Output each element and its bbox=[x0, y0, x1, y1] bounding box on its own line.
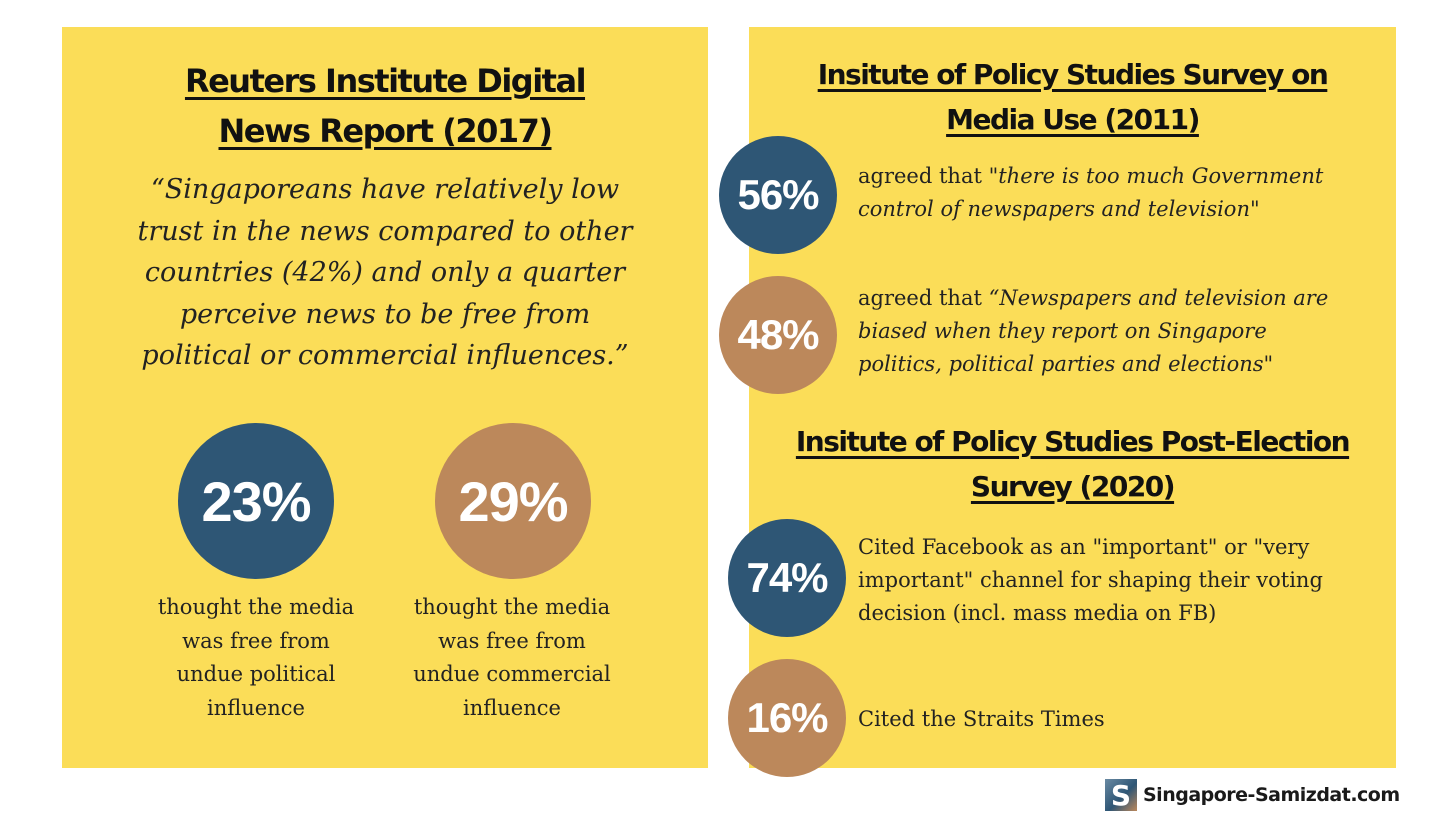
stat-value: 29% bbox=[458, 469, 568, 533]
stat-text-govt-control: agreed that "there is too much Governmen… bbox=[858, 160, 1388, 226]
stat-circle-facebook: 74% bbox=[728, 519, 846, 637]
stat-quote: biased when they report on Singapore bbox=[858, 319, 1267, 343]
stat-quote: "there is too much Government bbox=[988, 164, 1324, 188]
stat-text-line: important" channel for shaping their vot… bbox=[858, 568, 1323, 592]
stat-caption-political: thought the media was free from undue po… bbox=[136, 591, 376, 725]
brand-logo-letter: S bbox=[1110, 778, 1132, 812]
stat-value: 16% bbox=[746, 694, 828, 741]
stat-value: 48% bbox=[737, 311, 819, 358]
reuters-panel bbox=[62, 27, 708, 768]
brand[interactable]: S Singapore-Samizdat.com bbox=[1105, 778, 1400, 812]
stat-text-line: Cited Facebook as an "important" or "ver… bbox=[858, 535, 1310, 559]
caption-line: was free from bbox=[438, 628, 586, 653]
caption-line: influence bbox=[463, 695, 561, 720]
ips-media-title-line1: Insitute of Policy Studies Survey on bbox=[817, 58, 1329, 91]
ips-panel bbox=[749, 27, 1396, 768]
stat-quote: politics, political parties and election… bbox=[858, 352, 1274, 376]
stat-lead: agreed that bbox=[858, 286, 989, 310]
stat-text-biased: agreed that “Newspapers and television a… bbox=[858, 282, 1388, 381]
stat-text-straits-times: Cited the Straits Times bbox=[858, 703, 1388, 736]
ips-media-use-title: Insitute of Policy Studies Survey on Med… bbox=[749, 52, 1396, 142]
ips-post-election-title: Insitute of Policy Studies Post-Election… bbox=[749, 419, 1396, 509]
brand-name: Singapore-Samizdat.com bbox=[1143, 784, 1400, 806]
quote-line: trust in the news compared to other bbox=[137, 215, 633, 247]
ips-election-title-line1: Insitute of Policy Studies Post-Election bbox=[795, 425, 1351, 458]
stat-quote: “Newspapers and television are bbox=[988, 286, 1329, 310]
reuters-quote: “Singaporeans have relatively low trust … bbox=[62, 169, 708, 377]
stat-text-line: decision (incl. mass media on FB) bbox=[858, 601, 1217, 625]
stat-circle-political: 23% bbox=[178, 423, 334, 579]
reuters-title: Reuters Institute Digital News Report (2… bbox=[62, 56, 708, 156]
caption-line: influence bbox=[207, 695, 305, 720]
quote-line: countries (42%) and only a quarter bbox=[144, 257, 626, 288]
stat-circle-straits-times: 16% bbox=[728, 659, 846, 777]
brand-logo-icon: S bbox=[1105, 778, 1137, 812]
quote-line: perceive news to be free from bbox=[179, 298, 591, 330]
stat-text-line: Cited the Straits Times bbox=[858, 707, 1105, 731]
stat-circle-commercial: 29% bbox=[435, 423, 591, 579]
stat-lead: agreed that bbox=[858, 164, 989, 188]
stat-quote: control of newspapers and television" bbox=[858, 197, 1260, 221]
caption-line: was free from bbox=[182, 628, 330, 653]
stat-value: 56% bbox=[737, 171, 819, 218]
caption-line: undue political bbox=[176, 662, 336, 686]
caption-line: thought the media bbox=[413, 595, 611, 619]
quote-line: “Singaporeans have relatively low bbox=[150, 174, 620, 205]
stat-value: 74% bbox=[746, 554, 828, 601]
caption-line: thought the media bbox=[157, 595, 355, 619]
stat-circle-biased: 48% bbox=[719, 276, 837, 394]
quote-line: political or commercial influences.” bbox=[141, 340, 629, 371]
reuters-title-line1: Reuters Institute Digital bbox=[184, 62, 587, 100]
ips-election-title-line2: Survey (2020) bbox=[970, 470, 1176, 503]
stat-circle-govt-control: 56% bbox=[719, 136, 837, 254]
ips-media-title-line2: Media Use (2011) bbox=[946, 103, 1200, 136]
stat-text-facebook: Cited Facebook as an "important" or "ver… bbox=[858, 531, 1388, 630]
stat-value: 23% bbox=[201, 469, 311, 533]
reuters-title-line2: News Report (2017) bbox=[218, 112, 554, 150]
caption-line: undue commercial bbox=[413, 662, 611, 686]
stat-caption-commercial: thought the media was free from undue co… bbox=[392, 591, 632, 725]
